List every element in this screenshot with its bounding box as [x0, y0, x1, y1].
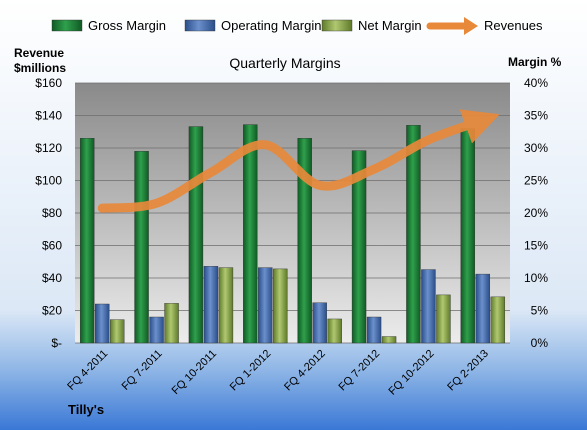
left-tick-label: $140: [35, 109, 62, 123]
right-tick-label: 5%: [531, 304, 549, 318]
bar-operating-margin: [203, 266, 219, 344]
bar-gross-margin: [406, 125, 421, 344]
chart-title: Quarterly Margins: [229, 55, 340, 71]
legend-swatch-operating-margin: [184, 19, 216, 32]
left-tick-label: $-: [51, 336, 62, 350]
revenue-line: [97, 109, 500, 213]
legend-swatch-gross-margin: [51, 19, 83, 32]
right-axis-label: Margin %: [508, 55, 562, 69]
bar-net-margin: [327, 318, 342, 344]
left-axis-ticks: $- $20 $40 $60 $80 $100 $120 $140 $160: [35, 76, 62, 350]
bar-gross-margin: [243, 124, 258, 344]
left-tick-label: $60: [42, 239, 62, 253]
bar-gross-margin: [351, 150, 367, 344]
bar-net-margin: [109, 319, 125, 344]
left-tick-label: $120: [35, 141, 62, 155]
legend-label-net-margin: Net Margin: [358, 18, 422, 33]
legend-label-operating-margin: Operating Margin: [221, 18, 321, 33]
left-tick-label: $40: [42, 271, 62, 285]
bar-gross-margin: [79, 138, 95, 344]
legend: Gross Margin Operating Margin Net Margin Re…: [51, 17, 543, 35]
right-tick-label: 10%: [524, 271, 548, 285]
left-axis-label-line2: $millions: [14, 61, 66, 75]
bar-gross-margin: [460, 128, 476, 344]
revenue-line-path: [97, 109, 500, 213]
bar-operating-margin: [312, 302, 327, 344]
right-tick-label: 25%: [524, 174, 548, 188]
bar-gross-margin: [297, 138, 312, 344]
bar-operating-margin: [94, 303, 110, 344]
bar-operating-margin: [475, 273, 491, 344]
right-tick-label: 30%: [524, 141, 548, 155]
bar-operating-margin: [421, 269, 436, 344]
bar-operating-margin: [258, 267, 273, 344]
bar-gross-margin: [134, 151, 149, 344]
bar-operating-margin: [149, 316, 164, 344]
right-tick-label: 40%: [524, 76, 548, 90]
right-tick-label: 20%: [524, 206, 548, 220]
left-tick-label: $20: [42, 304, 62, 318]
bar-net-margin: [490, 296, 506, 344]
right-tick-label: 35%: [524, 109, 548, 123]
bar-net-margin: [164, 303, 179, 344]
left-tick-label: $160: [35, 76, 62, 90]
right-axis-ticks: 0% 5% 10% 15% 20% 25% 30% 35% 40%: [524, 76, 548, 350]
bar-net-margin: [381, 336, 397, 344]
legend-arrow-icon: [464, 17, 478, 35]
left-tick-label: $100: [35, 174, 62, 188]
bar-net-margin: [436, 294, 451, 344]
bar-operating-margin: [366, 316, 382, 344]
left-axis-label-line1: Revenue: [14, 46, 64, 60]
bar-net-margin: [273, 268, 288, 344]
legend-label-revenues: Revenues: [484, 18, 543, 33]
legend-label-gross-margin: Gross Margin: [88, 18, 166, 33]
bar-gross-margin: [188, 126, 204, 344]
right-tick-label: 0%: [531, 336, 549, 350]
company-label: Tilly's: [68, 402, 104, 417]
left-tick-label: $80: [42, 206, 62, 220]
legend-swatch-net-margin: [321, 19, 353, 32]
right-tick-label: 15%: [524, 239, 548, 253]
bar-net-margin: [218, 267, 234, 344]
